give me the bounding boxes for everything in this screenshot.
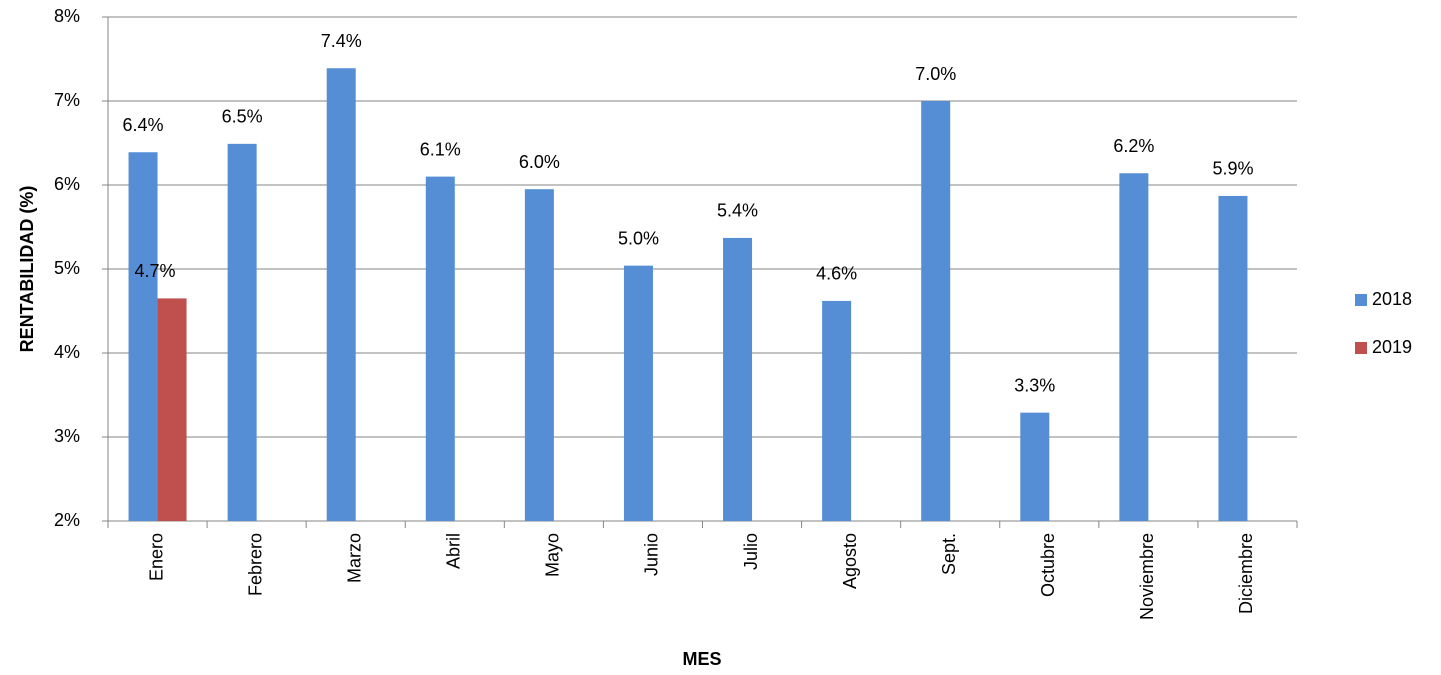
bar xyxy=(623,265,653,521)
y-tick-label: 5% xyxy=(54,258,80,278)
bar xyxy=(524,189,554,521)
bar xyxy=(921,101,951,521)
y-tick-label: 4% xyxy=(54,342,80,362)
value-label: 5.4% xyxy=(717,201,758,221)
bar xyxy=(425,176,455,521)
bar xyxy=(1020,412,1050,521)
x-tick-label: Julio xyxy=(741,533,761,570)
value-label: 6.1% xyxy=(420,139,461,159)
x-tick-label: Abril xyxy=(444,533,464,569)
legend-swatch xyxy=(1355,294,1367,306)
value-label: 6.2% xyxy=(1113,136,1154,156)
value-label: 4.6% xyxy=(816,264,857,284)
bar xyxy=(326,68,356,522)
bar xyxy=(227,143,257,521)
x-tick-label: Marzo xyxy=(344,533,364,583)
value-label: 6.5% xyxy=(222,107,263,127)
x-tick-label: Noviembre xyxy=(1137,533,1157,620)
value-label: 5.9% xyxy=(1212,159,1253,179)
x-tick-label: Octubre xyxy=(1038,533,1058,597)
x-tick-label: Junio xyxy=(642,533,662,576)
y-tick-label: 6% xyxy=(54,174,80,194)
x-tick-label: Agosto xyxy=(840,533,860,589)
value-label: 6.0% xyxy=(519,152,560,172)
value-label: 7.4% xyxy=(321,31,362,51)
legend-label: 2019 xyxy=(1372,337,1412,357)
bar xyxy=(157,298,187,521)
bar xyxy=(723,237,753,522)
value-label: 6.4% xyxy=(123,115,164,135)
y-tick-label: 8% xyxy=(54,6,80,26)
value-label: 7.0% xyxy=(915,64,956,84)
x-tick-label: Febrero xyxy=(245,533,265,596)
y-axis-title: RENTABILIDAD (%) xyxy=(17,186,37,353)
x-tick-label: Sept. xyxy=(939,533,959,575)
x-tick-label: Enero xyxy=(146,533,166,581)
bar xyxy=(1218,195,1248,522)
x-axis-title: MES xyxy=(682,649,721,669)
value-label: 4.7% xyxy=(135,261,176,281)
legend-label: 2018 xyxy=(1372,289,1412,309)
x-tick-label: Diciembre xyxy=(1236,533,1256,614)
y-tick-label: 7% xyxy=(54,90,80,110)
legend-swatch xyxy=(1355,342,1367,354)
x-tick-label: Mayo xyxy=(543,533,563,577)
bar xyxy=(822,300,852,521)
value-label: 3.3% xyxy=(1014,375,1055,395)
value-label: 5.0% xyxy=(618,228,659,248)
y-tick-label: 3% xyxy=(54,426,80,446)
bar xyxy=(1119,173,1149,522)
bar xyxy=(128,152,158,522)
y-tick-label: 2% xyxy=(54,510,80,530)
